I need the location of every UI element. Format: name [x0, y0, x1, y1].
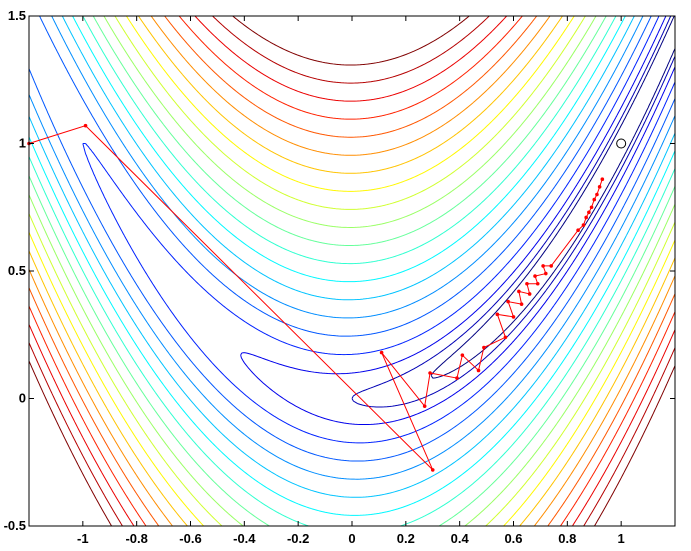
- contour-line: [28, 15, 676, 527]
- path-point: [482, 345, 486, 350]
- optimization-path: [27, 123, 605, 472]
- path-point: [587, 210, 591, 215]
- path-point: [506, 299, 510, 304]
- path-point: [455, 376, 459, 380]
- path-point: [535, 281, 540, 286]
- x-tick-label: 0.4: [451, 531, 470, 546]
- contour-line: [28, 15, 676, 516]
- x-tick-label: -1: [77, 531, 89, 546]
- y-tick-label: 1: [19, 136, 26, 151]
- contour-line: [28, 15, 676, 480]
- x-tick-label: 0.8: [558, 531, 576, 546]
- y-tick-label: 0.5: [8, 263, 26, 278]
- path-point: [584, 215, 588, 220]
- plot-background: [29, 16, 675, 526]
- path-point: [600, 177, 605, 181]
- path-point: [525, 281, 529, 286]
- x-tick-label: 1: [618, 531, 625, 546]
- path-point: [495, 312, 500, 317]
- x-axis-ticks: -1 -0.8 -0.6 -0.4 -0.2 0 0.2 0.4 0.6 0.8 1: [77, 16, 625, 546]
- path-point: [83, 123, 88, 128]
- contour-line: [430, 15, 676, 379]
- contour-line: [28, 15, 676, 527]
- path-point: [379, 350, 384, 355]
- path-point: [549, 264, 553, 268]
- contour-line: [28, 15, 676, 527]
- path-point: [541, 264, 545, 268]
- x-tick-label: 0: [348, 531, 355, 546]
- path-point: [428, 371, 432, 375]
- contour-line: [28, 15, 676, 527]
- path-point: [576, 228, 580, 232]
- contour-line: [28, 15, 676, 527]
- y-axis-ticks: -0.5 0 0.5 1 1.5: [4, 8, 675, 533]
- x-tick-label: -0.4: [233, 531, 256, 546]
- path-point: [589, 205, 594, 210]
- contour-line: [28, 15, 676, 527]
- contour-line: [82, 15, 676, 444]
- path-point: [595, 192, 599, 197]
- path-point: [581, 223, 586, 227]
- minimum-marker: [616, 138, 627, 149]
- path-point: [527, 292, 532, 296]
- path-point: [503, 335, 508, 340]
- y-tick-label: -0.5: [4, 518, 26, 533]
- path-point: [476, 368, 481, 373]
- contour-line: [28, 15, 676, 527]
- x-tick-label: -0.8: [125, 531, 147, 546]
- y-tick-label: 1.5: [8, 8, 26, 23]
- contour-lines: [28, 15, 676, 527]
- path-point: [519, 302, 524, 306]
- path-point: [592, 197, 597, 202]
- contour-line: [28, 15, 676, 498]
- contour-line: [240, 15, 676, 426]
- path-point: [597, 185, 602, 189]
- x-tick-label: -0.2: [287, 531, 309, 546]
- path-point: [517, 289, 521, 294]
- path-point: [533, 274, 537, 278]
- x-tick-label: 0.6: [504, 531, 522, 546]
- path-point: [430, 468, 435, 472]
- contour-line: [28, 15, 676, 527]
- y-tick-label: 0: [19, 391, 26, 406]
- contour-line: [351, 15, 676, 408]
- minimum-marker-circle: [616, 138, 627, 149]
- x-tick-label: 0.2: [397, 531, 415, 546]
- x-tick-label: -0.6: [179, 531, 201, 546]
- contour-line: [28, 15, 676, 527]
- contour-line: [28, 15, 676, 527]
- path-point: [460, 353, 465, 357]
- path-point: [544, 271, 548, 276]
- path-point: [511, 315, 516, 319]
- contour-line: [28, 15, 676, 527]
- contour-line: [28, 15, 676, 527]
- path-point: [422, 404, 427, 408]
